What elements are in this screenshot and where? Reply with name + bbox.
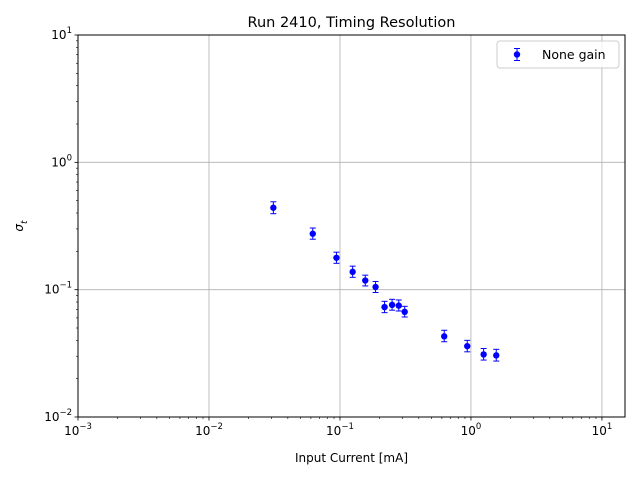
data-point: [401, 305, 408, 318]
data-marker: [395, 302, 402, 309]
x-tick-label-base: 10: [461, 424, 476, 438]
data-marker: [270, 204, 277, 211]
data-point: [362, 274, 369, 287]
x-axis-label: Input Current [mA]: [295, 451, 408, 465]
data-point: [270, 201, 277, 215]
data-marker: [362, 277, 369, 284]
data-marker: [388, 301, 396, 309]
data-marker: [333, 254, 340, 261]
data-point: [493, 348, 500, 362]
data-point: [309, 227, 316, 240]
y-tick-label-exponent: −1: [59, 281, 72, 291]
legend: None gain: [496, 40, 620, 69]
y-axis-label-symbol: σ: [12, 224, 26, 232]
data-marker: [381, 303, 388, 311]
y-tick-label: 101: [51, 26, 72, 42]
data-marker: [309, 230, 316, 237]
x-tick-label-base: 10: [195, 424, 210, 438]
data-point: [388, 298, 396, 311]
data-point: [372, 280, 379, 294]
y-axis-label-subscript: t: [20, 220, 30, 224]
x-tick-label: 10−3: [64, 422, 92, 438]
data-marker: [349, 268, 356, 276]
x-tick-label-base: 10: [592, 424, 607, 438]
data-point: [441, 329, 448, 343]
plot-area: [78, 35, 625, 417]
x-tick-label-exponent: −1: [341, 422, 354, 432]
x-tick-label-exponent: 1: [607, 422, 612, 432]
chart-title: Run 2410, Timing Resolution: [248, 15, 456, 31]
data-point: [395, 299, 402, 312]
legend-label: None gain: [542, 47, 606, 62]
legend-dot: [513, 51, 521, 58]
plot-frame: [77, 34, 626, 418]
y-tick-label-base: 10: [51, 28, 66, 42]
legend-marker: [513, 48, 521, 61]
data-marker: [464, 342, 471, 350]
data-point: [381, 300, 388, 314]
data-point: [480, 348, 487, 361]
y-tick-label: 10−2: [44, 408, 72, 424]
data-point: [333, 251, 340, 264]
x-tick-label: 101: [592, 422, 613, 438]
x-tick-label-exponent: 0: [476, 422, 481, 432]
y-tick-label-base: 10: [44, 283, 59, 297]
data-marker: [372, 283, 379, 291]
y-axis-label: σt: [12, 220, 30, 232]
data-point: [464, 339, 471, 353]
y-tick-label-base: 10: [51, 155, 66, 169]
y-tick-label: 10−1: [44, 281, 72, 297]
data-marker: [401, 308, 408, 316]
y-tick-label-base: 10: [44, 410, 59, 424]
y-tick-label-exponent: −2: [59, 408, 72, 418]
x-tick-label: 10−2: [195, 422, 223, 438]
x-tick-label: 100: [461, 422, 482, 438]
x-tick-label-base: 10: [326, 424, 341, 438]
data-point: [349, 265, 356, 278]
x-tick-label-base: 10: [64, 424, 79, 438]
data-marker: [480, 351, 487, 358]
data-marker: [493, 352, 500, 359]
data-marker: [441, 333, 448, 340]
y-tick-label: 100: [51, 153, 72, 169]
x-tick-label: 10−1: [326, 422, 354, 438]
legend-box: [496, 40, 620, 69]
y-tick-label-exponent: 1: [67, 26, 72, 36]
x-tick-label-exponent: −2: [210, 422, 223, 432]
data-points: [270, 201, 500, 362]
x-tick-label-exponent: −3: [79, 422, 92, 432]
y-tick-label-exponent: 0: [67, 153, 72, 163]
